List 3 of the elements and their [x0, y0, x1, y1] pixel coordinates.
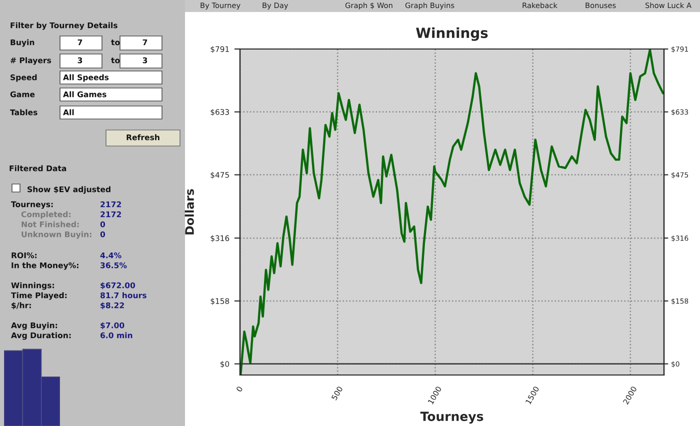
chart-title: Winnings — [416, 27, 488, 41]
y-axis-title: Dollars — [184, 189, 194, 234]
x-axis-title: Tourneys — [420, 412, 484, 424]
